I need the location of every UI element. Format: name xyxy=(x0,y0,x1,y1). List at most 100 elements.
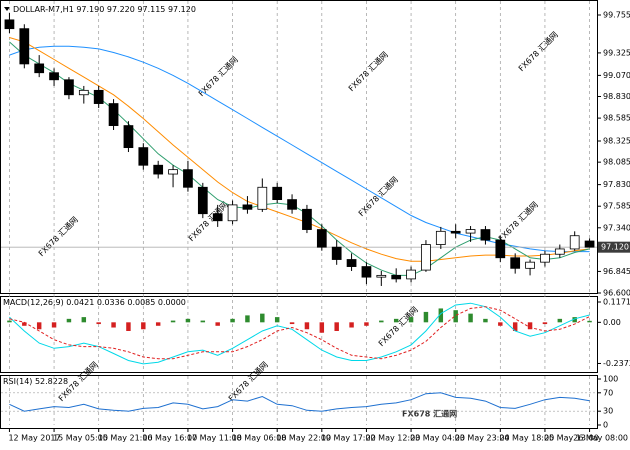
macd-histogram-bar xyxy=(22,322,27,326)
indicator-line xyxy=(9,392,590,412)
macd-histogram-bar xyxy=(155,322,161,326)
main-panel xyxy=(0,0,598,294)
y-tick-label: 96.600 xyxy=(603,289,630,298)
macd-histogram-bar xyxy=(51,322,57,328)
candle-body xyxy=(465,229,476,234)
macd-histogram-bar xyxy=(512,322,518,331)
candle-body xyxy=(93,89,104,104)
x-tick-label: 24 May 18:00 xyxy=(499,434,554,443)
macd-histogram-bar xyxy=(141,322,146,330)
macd-histogram-bar xyxy=(126,322,131,331)
y-tick-label: 97.585 xyxy=(603,202,630,211)
macd-histogram-bar xyxy=(453,310,458,323)
y-tick-label: 98.325 xyxy=(603,137,630,146)
candle-body xyxy=(183,169,193,188)
candle-body xyxy=(331,246,342,260)
macd-histogram-bar xyxy=(349,322,354,328)
y-tick-label: 97.340 xyxy=(603,223,630,232)
menu-triangle[interactable] xyxy=(4,7,10,11)
macd-histogram-bar xyxy=(408,317,414,323)
current-price-box xyxy=(598,241,630,253)
macd-histogram-bar xyxy=(319,322,325,333)
x-tick-label: 15 May 21:00 xyxy=(98,434,153,443)
candle-body xyxy=(525,261,535,269)
macd-histogram-bar xyxy=(215,322,220,326)
rsi-title: RSI(14) 52.8228 xyxy=(3,377,68,386)
candle-body xyxy=(316,229,327,248)
macd-histogram-bar xyxy=(379,320,384,323)
candle-body xyxy=(197,186,208,215)
macd-histogram-bar xyxy=(587,320,592,323)
y-tick-label: 97.830 xyxy=(603,180,630,189)
candle-body xyxy=(34,63,45,74)
y-tick-label: 30 xyxy=(603,407,613,416)
y-tick-label: 98.585 xyxy=(603,114,630,123)
candle-body xyxy=(406,269,416,280)
candle-body xyxy=(376,274,387,278)
y-tick-label: 0 xyxy=(603,421,608,430)
candle-body xyxy=(287,199,297,210)
candle-body xyxy=(584,240,595,248)
indicator-line xyxy=(9,45,590,253)
candle-body xyxy=(450,230,461,234)
y-tick-label: 98.085 xyxy=(603,158,630,167)
candle-body xyxy=(108,103,119,126)
candle-body xyxy=(227,204,238,222)
macd-histogram-bar xyxy=(274,317,280,323)
y-tick-label: 70 xyxy=(603,388,613,397)
indicator-line xyxy=(9,37,590,262)
y-tick-label: 0.1171 xyxy=(603,298,630,307)
macd-histogram-bar xyxy=(527,322,533,330)
candle-body xyxy=(495,239,506,259)
macd-histogram-bar xyxy=(438,308,444,323)
y-tick-label: -0.2373 xyxy=(603,359,630,368)
x-tick-label: 18 May 06:00 xyxy=(232,434,287,443)
macd-histogram-bar xyxy=(111,322,116,328)
macd-title: MACD(12,26,9) 0.0421 0.0336 0.0085 0.000… xyxy=(3,298,186,307)
x-tick-label: 18 May 22:00 xyxy=(276,434,331,443)
candle-body xyxy=(138,147,149,166)
macd-histogram-bar xyxy=(96,322,101,325)
macd-histogram-bar xyxy=(66,318,72,323)
macd-histogram-bar xyxy=(498,322,503,326)
x-tick-label: 25 May 13:00 xyxy=(544,434,599,443)
y-tick-label: 0.00 xyxy=(603,318,621,327)
rsi-panel xyxy=(0,375,598,429)
x-tick-label: 15 May 05:00 xyxy=(53,434,108,443)
macd-histogram-bar xyxy=(483,318,488,323)
macd-histogram-bar xyxy=(230,318,235,323)
macd-histogram-bar xyxy=(7,320,12,323)
macd-histogram-bar xyxy=(468,313,473,323)
candle-body xyxy=(78,89,89,96)
candle-body xyxy=(123,125,134,149)
x-tick-label: 23 May 04:00 xyxy=(410,434,465,443)
y-tick-label: 99.070 xyxy=(603,71,630,80)
indicator-line xyxy=(9,41,590,276)
candle-body xyxy=(391,274,402,280)
macd-histogram-bar xyxy=(572,317,577,323)
candle-body xyxy=(257,186,268,210)
macd-histogram-bar xyxy=(81,317,87,323)
y-tick-label: 99.755 xyxy=(603,11,630,20)
macd-histogram-bar xyxy=(557,318,563,323)
x-tick-label: 26 May 08:00 xyxy=(573,434,628,443)
x-tick-label: 12 May 2017 xyxy=(8,434,60,443)
candle-body xyxy=(510,257,521,269)
candle-body xyxy=(272,186,283,201)
x-tick-label: 19 May 17:00 xyxy=(321,434,376,443)
candle-body xyxy=(435,230,446,245)
y-tick-label: 98.830 xyxy=(603,92,630,101)
y-tick-label: 99.325 xyxy=(603,48,630,57)
macd-histogram-bar xyxy=(200,320,206,323)
candle-body xyxy=(302,208,312,230)
candle-body xyxy=(4,19,15,30)
candle-body xyxy=(421,244,431,271)
macd-histogram-bar xyxy=(393,318,399,323)
indicator-line xyxy=(9,306,590,360)
macd-histogram-bar xyxy=(334,322,339,331)
main-title: DOLLAR-M7,H1 97.190 97.220 97.115 97.120 xyxy=(13,5,196,14)
current-price-label: 97.120 xyxy=(601,243,629,252)
candle-body xyxy=(554,248,565,255)
